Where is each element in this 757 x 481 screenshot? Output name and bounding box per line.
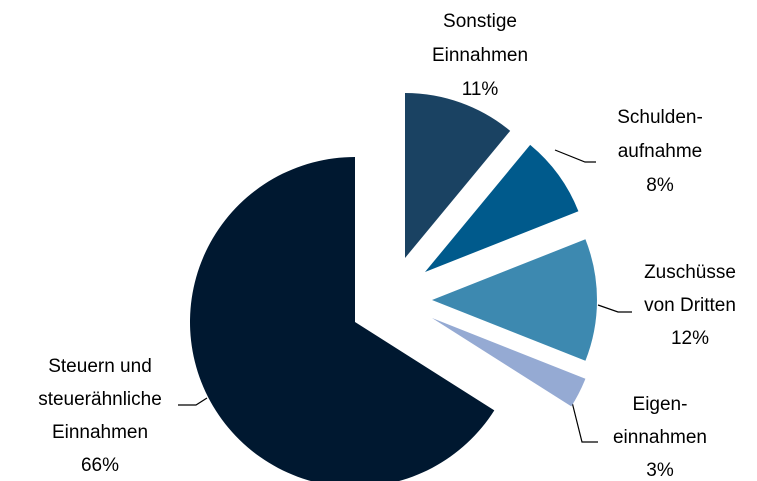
slice-label: Einnahmen [432,45,528,66]
value-label: 3% [646,460,674,481]
slice-label: Sonstige [443,11,517,32]
slice-label: einnahmen [613,427,707,448]
slice-label: Einnahmen [52,422,148,443]
leader-line [554,149,596,163]
slice-label: steuerähnliche [38,389,162,410]
slice-label: Steuern und [48,356,152,377]
value-label: 11% [462,79,499,100]
leader-line [597,304,632,313]
leader-line [178,397,208,406]
value-label: 8% [646,175,674,196]
pie-slice [425,144,579,272]
slice-label: von Dritten [644,295,736,316]
slice-label: Schulden- [617,107,703,128]
value-label: 66% [81,455,119,476]
value-label: 12% [671,328,709,349]
slice-label: Zuschüsse [644,262,736,283]
slice-label: aufnahme [618,141,703,162]
pie-slice [432,318,586,407]
pie-slice [190,157,495,481]
slice-label: Eigen- [633,394,688,415]
leader-line [571,401,598,443]
pie-slice [432,239,598,361]
pie-slice [405,93,511,258]
